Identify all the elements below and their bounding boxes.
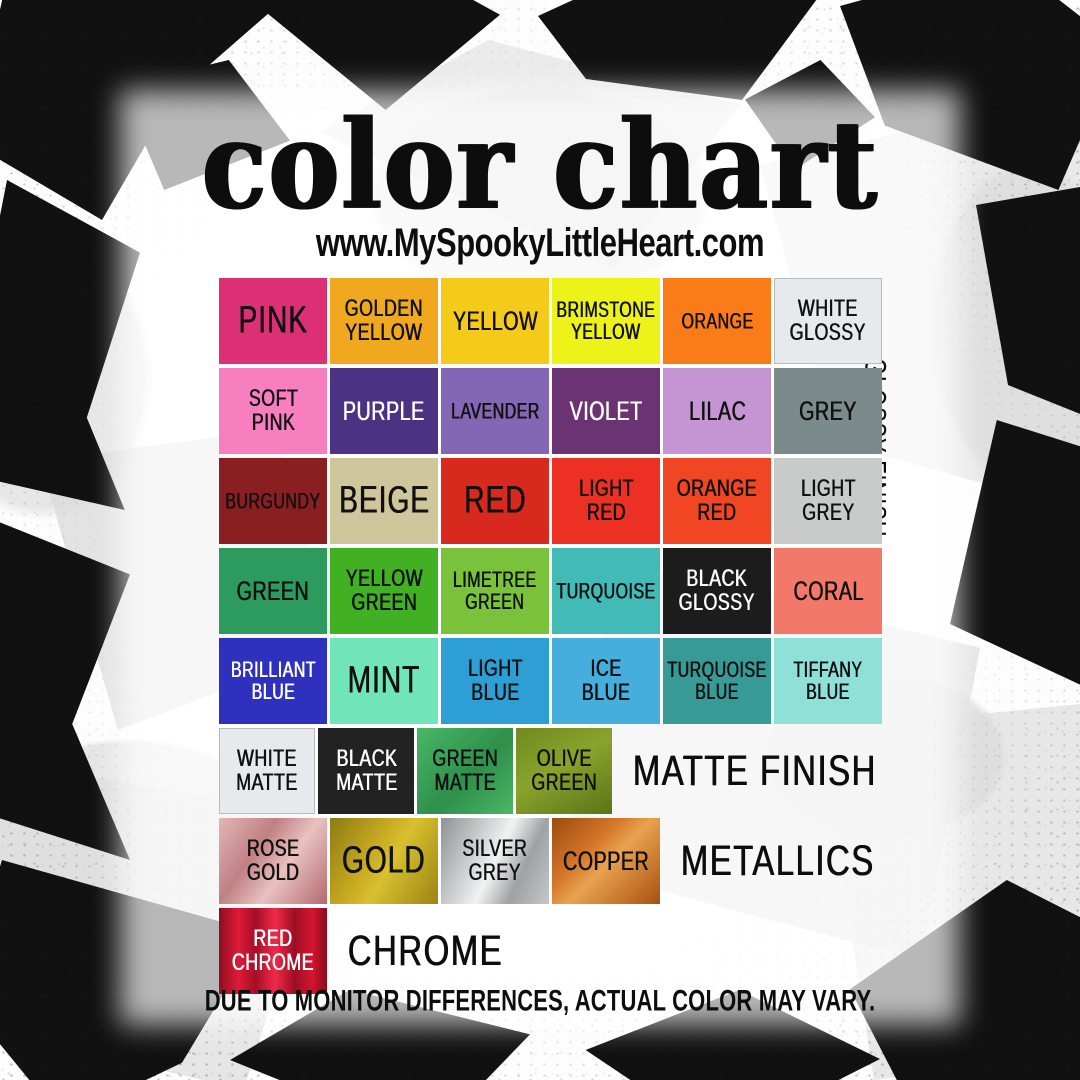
color-swatch[interactable]: TURQUOISE BLUE (663, 638, 771, 724)
color-swatch[interactable]: YELLOW (441, 278, 549, 364)
color-swatch-label: ORANGE RED (676, 475, 758, 527)
color-swatch[interactable]: BRIMSTONE YELLOW (552, 278, 660, 364)
color-swatch-label: LILAC (688, 396, 746, 426)
color-swatch[interactable]: ROSE GOLD (219, 818, 327, 904)
color-swatch[interactable]: LIGHT RED (552, 458, 660, 544)
color-swatch[interactable]: YELLOW GREEN (330, 548, 438, 634)
color-swatch[interactable]: CORAL (774, 548, 882, 634)
color-swatch[interactable]: TIFFANY BLUE (774, 638, 882, 724)
color-swatch-label: LIGHT BLUE (467, 655, 523, 707)
website-url: www.MySpookyLittleHeart.com (315, 219, 765, 265)
color-swatch[interactable]: WHITE MATTE (219, 728, 316, 814)
color-swatch[interactable]: GREEN MATTE (417, 728, 514, 814)
color-swatch-label: PURPLE (343, 396, 425, 426)
color-swatch-label: GREEN MATTE (432, 745, 499, 797)
color-swatch[interactable]: LILAC (663, 368, 771, 454)
swatch-row: SOFT PINK PURPLE LAVENDER VIOLET LILAC GREY (219, 368, 885, 454)
color-swatch[interactable]: GREEN (219, 548, 327, 634)
color-swatch[interactable]: SOFT PINK (219, 368, 327, 454)
color-swatch-label: WHITE GLOSSY (789, 295, 867, 347)
color-swatch[interactable]: PURPLE (330, 368, 438, 454)
section-label-chrome: CHROME (347, 926, 503, 975)
color-swatch-label: OLIVE GREEN (531, 745, 598, 797)
swatch-row: GREEN YELLOW GREEN LIMETREE GREEN TURQUOISE BL… (219, 548, 885, 634)
color-swatch-label: TURQUOISE BLUE (667, 657, 767, 705)
color-swatch[interactable]: LIGHT GREY (774, 458, 882, 544)
color-swatch-label: YELLOW (452, 306, 538, 336)
color-swatch[interactable]: TURQUOISE (552, 548, 660, 634)
color-swatch-label: SILVER GREY (462, 835, 528, 887)
color-swatch[interactable]: GOLDEN YELLOW (330, 278, 438, 364)
color-swatch-label: RED CHROME (231, 925, 315, 977)
swatch-row: ROSE GOLD GOLD SILVER GREY COPPER METALLICS (219, 818, 885, 904)
color-swatch-label: GREEN (236, 576, 310, 606)
color-swatch[interactable]: GOLD (330, 818, 438, 904)
color-swatch-label: BLACK GLOSSY (678, 565, 756, 617)
color-swatch-label: ROSE GOLD (246, 835, 300, 887)
color-swatch[interactable]: COPPER (552, 818, 660, 904)
color-swatch-label: CORAL (792, 576, 864, 606)
color-swatch-label: SOFT PINK (248, 385, 298, 437)
color-swatch-label: BURGUNDY (225, 488, 321, 514)
color-swatch[interactable]: VIOLET (552, 368, 660, 454)
swatch-row: RED CHROME CHROME (219, 908, 885, 994)
color-swatch[interactable]: SILVER GREY (441, 818, 549, 904)
page-title: color chart (201, 92, 879, 238)
color-swatch-label: WHITE MATTE (236, 745, 298, 797)
swatch-row: PINK GOLDEN YELLOW YELLOW BRIMSTONE YELLOW ORA… (219, 278, 885, 364)
color-swatch-label: GOLDEN YELLOW (344, 295, 424, 347)
color-swatch[interactable]: ORANGE (663, 278, 771, 364)
color-swatch-label: TURQUOISE (556, 578, 656, 604)
color-swatch-label: RED (463, 479, 527, 522)
color-swatch[interactable]: BLACK MATTE (318, 728, 415, 814)
color-swatch-label: ORANGE (680, 308, 754, 334)
color-swatch[interactable]: LAVENDER (441, 368, 549, 454)
color-swatch[interactable]: RED CHROME (219, 908, 327, 994)
section-label-metallics: METALLICS (680, 836, 875, 885)
swatch-row: WHITE MATTE BLACK MATTE GREEN MATTE OLIVE GREEN… (219, 728, 885, 814)
color-swatch[interactable]: BURGUNDY (219, 458, 327, 544)
color-swatch-label: GREY (799, 396, 857, 426)
color-swatch[interactable]: BLACK GLOSSY (663, 548, 771, 634)
swatch-row: BRILLIANT BLUE MINT LIGHT BLUE ICE BLUE TURQUOI… (219, 638, 885, 724)
color-swatch-label: TIFFANY BLUE (793, 657, 863, 705)
swatch-grid: PINK GOLDEN YELLOW YELLOW BRIMSTONE YELLOW ORA… (219, 278, 885, 998)
color-swatch[interactable]: ORANGE RED (663, 458, 771, 544)
color-swatch[interactable]: WHITE GLOSSY (774, 278, 882, 364)
color-swatch[interactable]: RED (441, 458, 549, 544)
color-swatch[interactable]: GREY (774, 368, 882, 454)
color-swatch[interactable]: MINT (330, 638, 438, 724)
color-swatch-label: VIOLET (569, 396, 643, 426)
color-swatch-label: BLACK MATTE (335, 745, 398, 797)
color-swatch-label: COPPER (562, 846, 650, 876)
color-swatch[interactable]: ICE BLUE (552, 638, 660, 724)
color-swatch[interactable]: BEIGE (330, 458, 438, 544)
color-swatch[interactable]: LIGHT BLUE (441, 638, 549, 724)
color-swatch-label: ICE BLUE (581, 655, 631, 707)
swatch-row: BURGUNDY BEIGE RED LIGHT RED ORANGE RED LIGHT GR… (219, 458, 885, 544)
color-swatch-label: BEIGE (338, 479, 430, 522)
color-swatch-label: GOLD (342, 839, 426, 882)
color-swatch-label: YELLOW GREEN (345, 565, 423, 617)
color-swatch[interactable]: BRILLIANT BLUE (219, 638, 327, 724)
section-label-matte-finish: MATTE FINISH (632, 746, 877, 795)
color-swatch-label: BRIMSTONE YELLOW (556, 297, 656, 345)
color-swatch-label: BRILLIANT BLUE (230, 657, 316, 705)
color-swatch-label: LIMETREE GREEN (453, 567, 537, 615)
color-swatch-label: LIGHT GREY (800, 475, 856, 527)
color-swatch-label: MINT (347, 659, 421, 702)
color-swatch[interactable]: PINK (219, 278, 327, 364)
color-swatch[interactable]: LIMETREE GREEN (441, 548, 549, 634)
color-swatch-label: LAVENDER (450, 398, 540, 424)
color-swatch-label: LIGHT RED (578, 475, 634, 527)
color-swatch[interactable]: OLIVE GREEN (516, 728, 613, 814)
disclaimer-text: DUE TO MONITOR DIFFERENCES, ACTUAL COLOR… (204, 984, 876, 1018)
color-swatch-label: PINK (238, 299, 308, 342)
